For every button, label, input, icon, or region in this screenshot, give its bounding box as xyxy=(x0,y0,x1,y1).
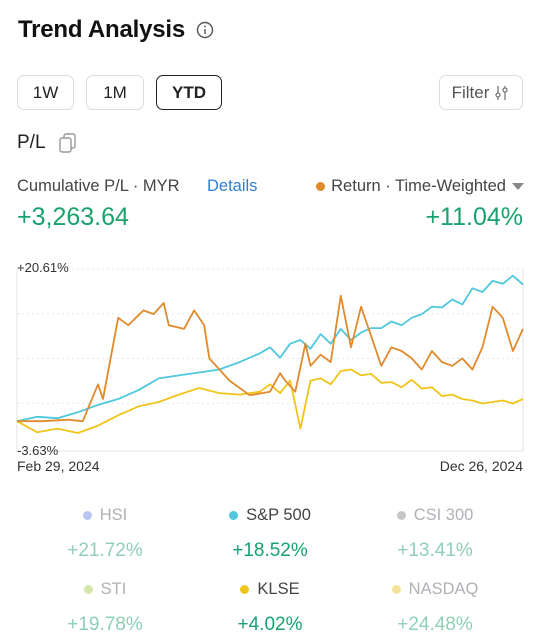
legend-dot xyxy=(83,585,93,594)
legend-value: +18.52% xyxy=(232,540,308,561)
header: Trend Analysis xyxy=(18,16,214,44)
legend-name: S&P 500 xyxy=(246,506,311,524)
trend-chart-svg xyxy=(16,268,524,452)
legend-value: +19.78% xyxy=(67,614,143,635)
series-line-return xyxy=(17,294,524,423)
x-axis-end-label: Dec 26, 2024 xyxy=(439,458,523,474)
series-line-s-p-500 xyxy=(16,274,524,423)
legend-dot xyxy=(82,511,92,520)
series-line-klse xyxy=(16,368,524,434)
legend-item-nasdaq[interactable]: NASDAQ +24.48% xyxy=(345,580,525,636)
copy-icon[interactable] xyxy=(58,133,77,153)
cumulative-pl-value: +3,263.64 xyxy=(17,203,129,231)
legend-item-csi300[interactable]: CSI 300 +13.41% xyxy=(345,506,525,562)
return-legend-dot xyxy=(316,182,326,191)
info-circle-icon[interactable] xyxy=(196,21,214,39)
legend-dot xyxy=(391,585,401,594)
legend-item-sp500[interactable]: S&P 500 +18.52% xyxy=(180,506,360,562)
period-ytd-button[interactable]: YTD xyxy=(156,75,222,110)
y-axis-min-label: -3.63% xyxy=(17,443,59,458)
legend-item-klse[interactable]: KLSE +4.02% xyxy=(180,580,360,636)
legend-name: STI xyxy=(100,580,127,598)
legend-name: CSI 300 xyxy=(413,506,474,524)
legend-dot xyxy=(396,511,406,520)
details-link[interactable]: Details xyxy=(207,177,258,195)
period-1w-button[interactable]: 1W xyxy=(17,75,74,110)
y-axis-max-label: +20.61% xyxy=(17,260,69,275)
pl-section: P/L xyxy=(17,132,77,154)
legend-item-sti[interactable]: STI +19.78% xyxy=(15,580,195,636)
return-type-selector[interactable]: Return · Time-Weighted xyxy=(316,177,524,196)
page-title: Trend Analysis xyxy=(18,16,186,43)
legend-dot xyxy=(229,511,239,520)
legend-value: +4.02% xyxy=(237,614,303,635)
legend-item-hsi[interactable]: HSI +21.72% xyxy=(15,506,195,562)
legend-dot xyxy=(240,585,250,594)
cumulative-pl-label: Cumulative P/L · MYR xyxy=(17,177,180,195)
period-1m-button[interactable]: 1M xyxy=(86,75,144,110)
return-type-label: Return · Time-Weighted xyxy=(331,177,506,195)
chevron-down-icon xyxy=(512,183,524,190)
legend-name: NASDAQ xyxy=(408,580,479,598)
period-selector: 1W 1M YTD xyxy=(17,75,222,110)
filter-button[interactable]: Filter xyxy=(439,75,523,110)
filter-label: Filter xyxy=(451,82,490,102)
x-axis-start-label: Feb 29, 2024 xyxy=(17,458,100,474)
legend-name: KLSE xyxy=(257,580,300,598)
legend-name: HSI xyxy=(99,506,128,524)
return-percent-value: +11.04% xyxy=(425,203,523,231)
legend-value: +21.72% xyxy=(67,540,143,561)
trend-chart: +20.61% -3.63% Feb 29, 2024 Dec 26, 2024 xyxy=(0,255,540,485)
pl-label: P/L xyxy=(17,132,46,153)
legend-value: +24.48% xyxy=(397,614,473,635)
sliders-icon xyxy=(495,85,509,100)
legend-value: +13.41% xyxy=(397,540,473,561)
